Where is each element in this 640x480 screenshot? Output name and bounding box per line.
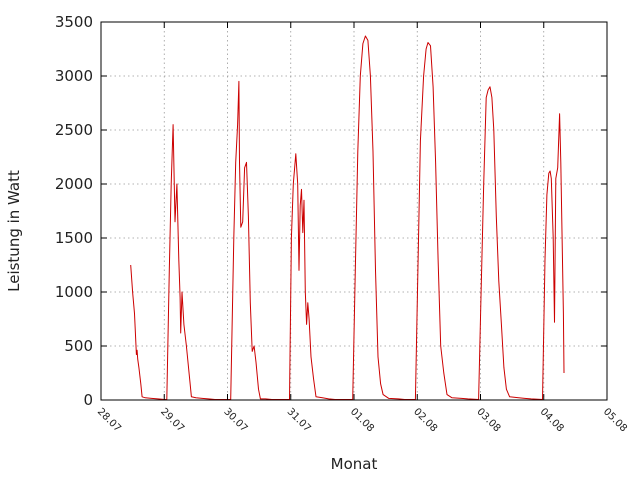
x-tick-label: 29.07 bbox=[158, 406, 186, 434]
y-tick-label: 2000 bbox=[55, 175, 93, 193]
x-axis-title: Monat bbox=[331, 455, 378, 473]
y-axis-title: Leistung in Watt bbox=[5, 170, 23, 292]
x-tick-label: 28.07 bbox=[95, 406, 123, 434]
y-tick-label: 3000 bbox=[55, 67, 93, 85]
y-tick-label: 1500 bbox=[55, 229, 93, 247]
x-tick-label: 03.08 bbox=[474, 406, 502, 434]
y-tick-label: 3500 bbox=[55, 13, 93, 31]
grid-lines bbox=[101, 22, 607, 400]
series-line bbox=[130, 35, 565, 400]
x-tick-label: 02.08 bbox=[411, 406, 439, 434]
y-tick-label: 1000 bbox=[55, 283, 93, 301]
x-tick-label: 04.08 bbox=[538, 406, 566, 434]
series-layer bbox=[130, 35, 565, 400]
axis-ticks bbox=[100, 21, 608, 401]
x-tick-label: 31.07 bbox=[285, 406, 313, 434]
y-tick-label: 0 bbox=[83, 391, 93, 409]
x-tick-label: 05.08 bbox=[601, 406, 629, 434]
y-tick-label: 500 bbox=[64, 337, 93, 355]
x-tick-label: 30.07 bbox=[221, 406, 249, 434]
x-tick-label: 01.08 bbox=[348, 406, 376, 434]
y-tick-label: 2500 bbox=[55, 121, 93, 139]
